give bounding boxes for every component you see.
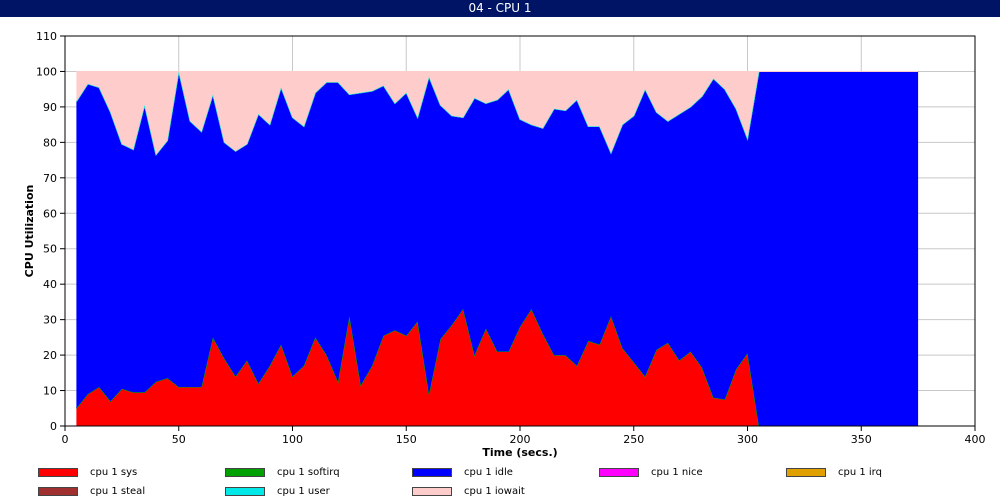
legend-item-cpu-1-irq: cpu 1 irq xyxy=(786,467,966,479)
x-tick-label-1: 50 xyxy=(172,433,186,446)
window-title: 04 - CPU 1 xyxy=(0,0,1000,17)
legend-swatch xyxy=(225,487,265,496)
y-tick-label-7: 70 xyxy=(43,172,57,185)
legend-item-cpu-1-user: cpu 1 user xyxy=(225,486,405,498)
legend-swatch xyxy=(786,468,826,477)
legend-swatch xyxy=(412,487,452,496)
series-area-cpu-1-sys xyxy=(76,309,919,426)
legend-item-cpu-1-idle: cpu 1 idle xyxy=(412,467,592,479)
legend-swatch xyxy=(38,468,78,477)
legend-item-cpu-1-iowait: cpu 1 iowait xyxy=(412,486,592,498)
cpu-utilization-chart: 0 10 20 30 40 50 60 70 80 90 100 110 0 50 100 150 200 250… xyxy=(0,17,1000,504)
legend-label: cpu 1 idle xyxy=(464,467,513,478)
y-tick-label-6: 60 xyxy=(43,207,57,220)
legend-swatch xyxy=(38,487,78,496)
x-tick-label-7: 350 xyxy=(851,433,872,446)
y-tick-label-11: 110 xyxy=(36,30,57,43)
y-tick-label-4: 40 xyxy=(43,278,57,291)
legend-item-cpu-1-nice: cpu 1 nice xyxy=(599,467,779,479)
y-tick-label-5: 50 xyxy=(43,243,57,256)
x-tick-label-8: 400 xyxy=(965,433,986,446)
legend-item-cpu-1-softirq: cpu 1 softirq xyxy=(225,467,405,479)
legend-label: cpu 1 sys xyxy=(90,467,138,478)
legend-label: cpu 1 nice xyxy=(651,467,703,478)
area-layer xyxy=(75,71,919,427)
legend-label: cpu 1 irq xyxy=(838,467,882,478)
x-tick-label-5: 250 xyxy=(623,433,644,446)
y-axis-label: CPU Utilization xyxy=(23,185,36,278)
legend-swatch xyxy=(599,468,639,477)
legend-item-cpu-1-steal: cpu 1 steal xyxy=(38,486,218,498)
legend-label: cpu 1 steal xyxy=(90,486,146,497)
legend-item-cpu-1-sys: cpu 1 sys xyxy=(38,467,218,479)
series-area-cpu-1-iowait xyxy=(76,71,919,155)
x-tick-label-2: 100 xyxy=(282,433,303,446)
x-tick-label-4: 200 xyxy=(510,433,531,446)
y-tick-label-8: 80 xyxy=(43,136,57,149)
x-tick-label-3: 150 xyxy=(396,433,417,446)
stacked-area-plot: 0 10 20 30 40 50 60 70 80 90 100 110 0 50 100 150 200 250… xyxy=(23,30,986,459)
x-tick-label-6: 300 xyxy=(737,433,758,446)
chart-legend: cpu 1 sys cpu 1 softirq cpu 1 idle cpu 1 ni… xyxy=(0,463,1000,504)
tick-layer: 0 10 20 30 40 50 60 70 80 90 100 110 0 50 100 150 200 250… xyxy=(36,30,986,446)
x-tick-label-0: 0 xyxy=(62,433,69,446)
y-tick-label-9: 90 xyxy=(43,101,57,114)
legend-label: cpu 1 user xyxy=(277,486,330,497)
series-area-cpu-1-idle xyxy=(76,71,919,426)
y-tick-label-3: 30 xyxy=(43,314,57,327)
legend-label: cpu 1 iowait xyxy=(464,486,525,497)
x-axis-label: Time (secs.) xyxy=(482,446,557,459)
y-tick-label-10: 100 xyxy=(36,65,57,78)
legend-swatch xyxy=(412,468,452,477)
y-tick-label-0: 0 xyxy=(50,420,57,433)
legend-swatch xyxy=(225,468,265,477)
legend-label: cpu 1 softirq xyxy=(277,467,340,478)
y-tick-label-1: 10 xyxy=(43,385,57,398)
y-tick-label-2: 20 xyxy=(43,349,57,362)
